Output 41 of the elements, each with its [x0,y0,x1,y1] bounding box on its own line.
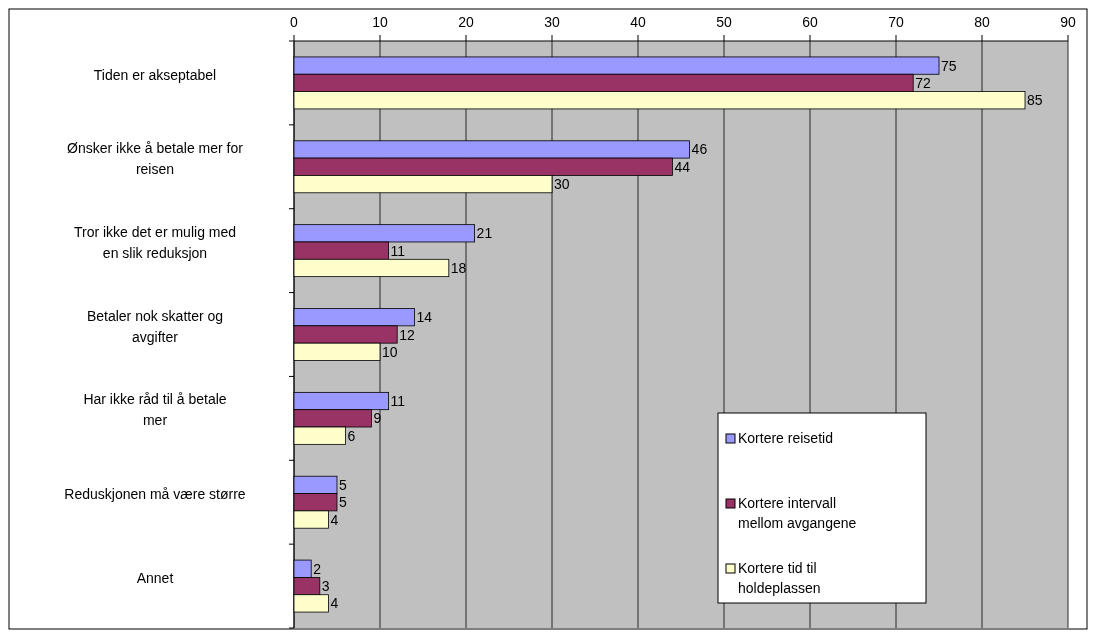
data-label: 9 [373,410,382,427]
data-label: 5 [339,476,347,493]
x-tick-label: 80 [974,14,990,30]
data-label: 6 [347,427,356,444]
data-label: 12 [399,326,415,343]
legend-label: Kortere tid til holdeplassen [738,560,821,596]
data-label: 3 [321,578,330,595]
x-tick-label: 60 [802,14,818,30]
x-tick-label: 90 [1060,14,1076,30]
data-label: 4 [330,511,339,528]
x-tick-label: 20 [458,14,474,30]
data-label: 46 [691,141,708,158]
x-tick-label: 70 [888,14,904,30]
y-tick-label: Tror ikke det er mulig med en slik reduksjon [73,223,237,261]
data-label: 14 [416,309,433,326]
x-tick-label: 0 [290,14,299,30]
y-tick-label: Reduskjonen må være større [64,485,246,502]
data-label: 21 [476,225,493,242]
data-label: 30 [554,176,570,193]
x-tick-label: 40 [630,14,646,30]
y-tick-label: Betaler nok skatter og avgifter [86,307,224,345]
y-tick-label: Annet [136,569,174,586]
data-label: 4 [330,595,339,612]
data-label: 85 [1027,92,1043,109]
data-label: 10 [382,343,398,360]
data-label: 11 [390,242,406,259]
data-label: 72 [915,74,931,91]
x-tick-label: 10 [372,14,388,30]
data-label: 75 [941,57,957,74]
y-tick-label: Ønsker ikke å betale mer for reisen [67,139,244,177]
y-tick-label: Har ikke råd til å betale mer [83,391,227,429]
data-label: 18 [450,259,467,276]
x-tick-label: 30 [544,14,560,30]
data-label: 11 [390,393,406,410]
data-label: 5 [339,494,347,511]
y-tick-label: Tiden er akseptabel [93,66,217,83]
x-tick-label: 50 [716,14,732,30]
data-label: 44 [674,158,691,175]
data-label: 2 [313,560,322,577]
legend-label: Kortere reisetid [738,430,833,446]
legend-label: Kortere intervall mellom avgangene [738,495,857,531]
